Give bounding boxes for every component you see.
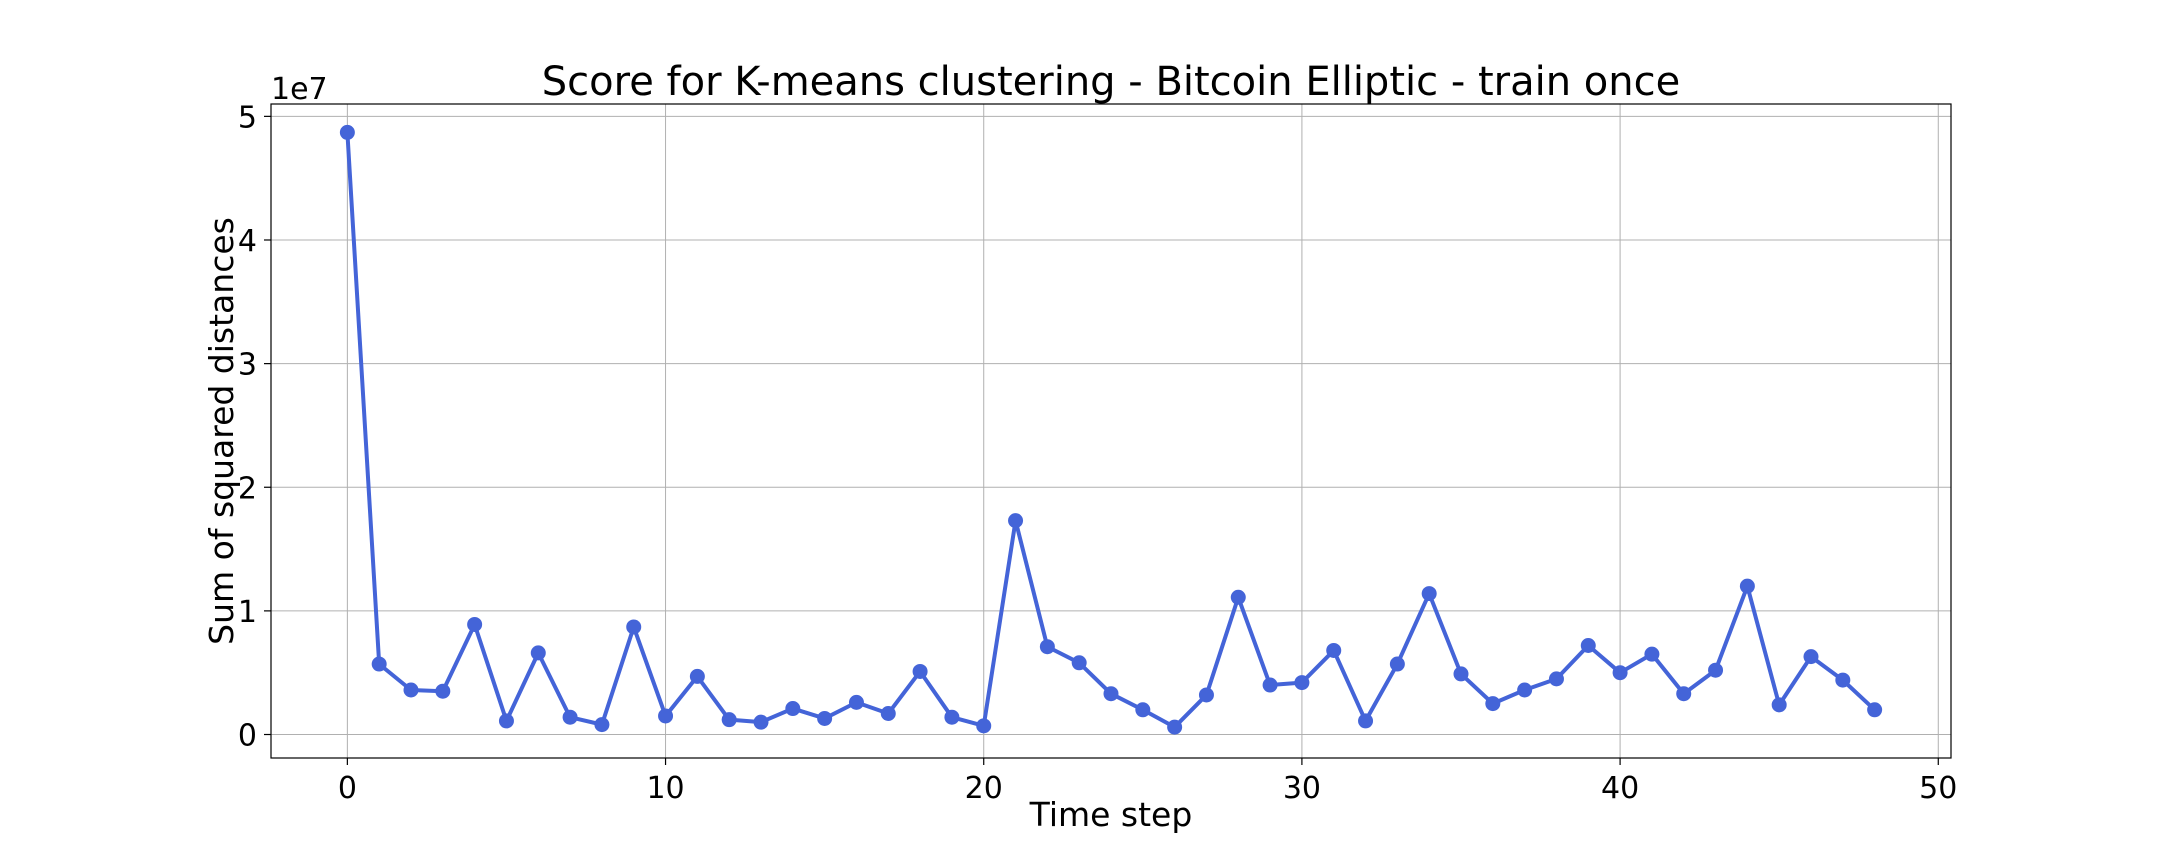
y-tick-label: 4 <box>238 224 257 259</box>
data-point <box>435 683 451 699</box>
data-point <box>1103 686 1119 702</box>
data-point <box>403 682 419 698</box>
data-point <box>1708 662 1724 678</box>
data-point <box>1326 642 1342 658</box>
x-tick-label: 10 <box>646 771 684 806</box>
data-point <box>1739 578 1755 594</box>
data-point <box>1771 697 1787 713</box>
data-point <box>1644 646 1660 662</box>
chart-title: Score for K-means clustering - Bitcoin E… <box>542 59 1680 105</box>
data-point <box>1517 682 1533 698</box>
series-line <box>345 132 1877 730</box>
data-point <box>1167 719 1183 735</box>
data-point <box>530 645 546 661</box>
data-point <box>1294 675 1310 691</box>
data-point <box>1389 656 1405 672</box>
data-point <box>1421 586 1437 602</box>
x-tick-label: 30 <box>1283 771 1321 806</box>
ticks: 0 10 20 30 40 50 0 1 2 3 4 5 <box>238 100 1957 806</box>
data-point <box>817 710 833 726</box>
y-tick-label: 5 <box>238 100 257 135</box>
data-point <box>785 701 801 717</box>
plot-frame <box>270 103 1952 759</box>
data-point <box>721 712 737 728</box>
x-tick-label: 0 <box>338 771 357 806</box>
data-point <box>1230 589 1246 605</box>
data-point <box>912 663 928 679</box>
data-point <box>1008 513 1024 529</box>
data-point <box>562 709 578 725</box>
y-tick-label: 2 <box>238 471 257 506</box>
data-point <box>1867 702 1883 718</box>
data-point <box>689 668 705 684</box>
data-point <box>626 619 642 635</box>
data-point <box>1262 677 1278 693</box>
y-tick-label: 0 <box>238 719 257 754</box>
series-layer <box>339 124 1883 735</box>
y-tick-label: 3 <box>238 348 257 383</box>
y-axis-offset-text: 1e7 <box>271 72 328 107</box>
data-point <box>1039 639 1055 655</box>
x-tick-label: 50 <box>1919 771 1957 806</box>
data-point <box>1071 655 1087 671</box>
data-point <box>1198 687 1214 703</box>
data-point <box>880 705 896 721</box>
data-point <box>1358 713 1374 729</box>
data-point <box>1803 649 1819 665</box>
y-tick-label: 1 <box>238 595 257 630</box>
data-point <box>594 717 610 733</box>
data-point <box>1580 637 1596 653</box>
x-tick-label: 40 <box>1601 771 1639 806</box>
x-tick-label: 20 <box>965 771 1003 806</box>
data-point <box>498 713 514 729</box>
data-point <box>848 694 864 710</box>
y-axis-label: Sum of squared distances <box>202 217 241 645</box>
x-axis-label: Time step <box>1029 795 1193 834</box>
data-point <box>944 709 960 725</box>
data-point <box>1548 671 1564 687</box>
data-point <box>1612 665 1628 681</box>
data-point <box>1676 686 1692 702</box>
grid <box>271 104 1951 758</box>
data-point <box>1835 672 1851 688</box>
data-point <box>658 708 674 724</box>
data-point <box>339 124 355 140</box>
data-point <box>1485 696 1501 712</box>
data-point <box>1135 702 1151 718</box>
data-point <box>753 714 769 730</box>
data-point <box>976 718 992 734</box>
data-point <box>1453 666 1469 682</box>
data-point <box>371 656 387 672</box>
data-point <box>467 616 483 632</box>
